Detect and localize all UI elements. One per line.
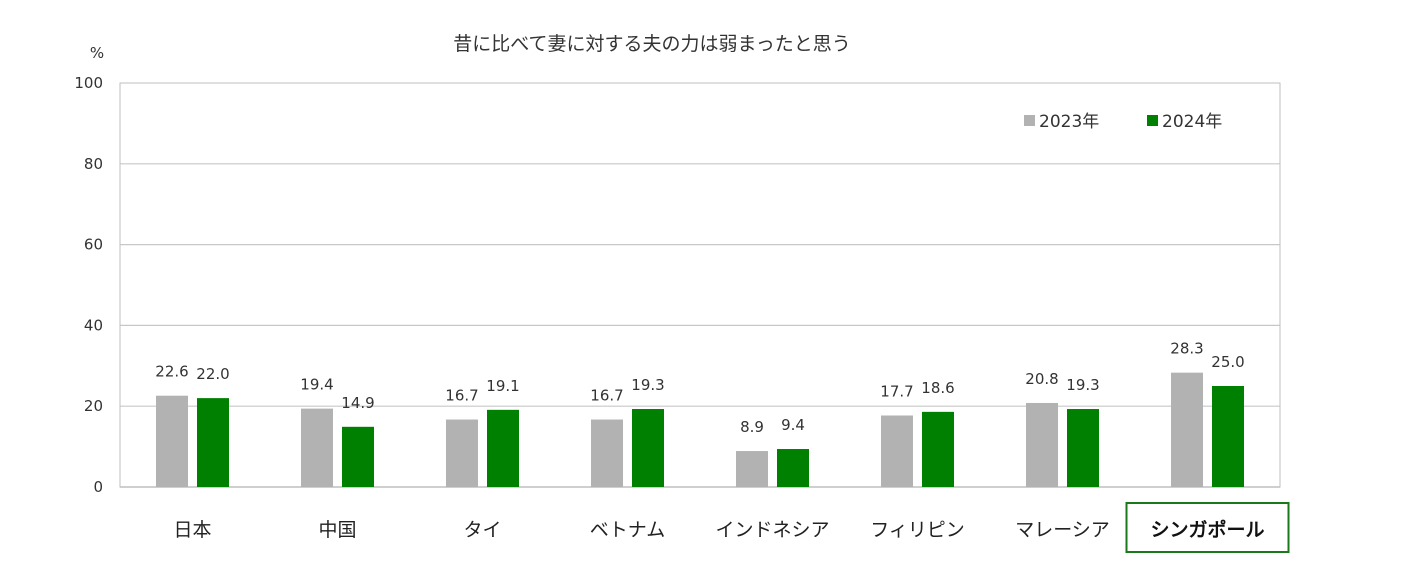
highlight-box xyxy=(1125,502,1290,553)
bar-2023年-ベトナム xyxy=(591,419,623,487)
bar-2023年-シンガポール xyxy=(1171,372,1203,487)
y-tick-label: 40 xyxy=(84,316,103,334)
bar-2023年-インドネシア xyxy=(736,451,768,487)
data-label: 22.0 xyxy=(196,365,229,383)
data-label: 20.8 xyxy=(1025,370,1058,388)
legend-swatch xyxy=(1024,115,1035,126)
bar-2023年-マレーシア xyxy=(1026,402,1058,487)
category-label: シンガポール xyxy=(1150,518,1264,541)
plot-area-border xyxy=(119,82,1281,488)
category-label: フィリピン xyxy=(870,519,965,541)
category-label: 日本 xyxy=(173,519,211,541)
data-label: 19.3 xyxy=(631,376,664,394)
data-label: 22.6 xyxy=(155,363,188,381)
chart-title: 昔に比べて妻に対する夫の力は弱まったと思う xyxy=(453,33,850,55)
data-label: 28.3 xyxy=(1170,340,1203,358)
data-label: 16.7 xyxy=(445,387,478,405)
legend-label: 2024年 xyxy=(1162,112,1222,132)
data-label: 19.4 xyxy=(300,376,333,394)
bar-2024年-日本 xyxy=(197,398,229,487)
bar-2024年-ベトナム xyxy=(632,409,664,487)
y-axis: 0 20 40 60 80 100 xyxy=(74,74,103,496)
category-label: マレーシア xyxy=(1015,519,1110,541)
bar-2024年-中国 xyxy=(342,426,374,487)
bars xyxy=(156,372,1244,487)
x-axis: 日本 中国 タイ ベトナム インドネシア フィリピン マレーシア シンガポール xyxy=(173,502,1290,553)
category-label: インドネシア xyxy=(715,519,829,541)
data-label: 19.1 xyxy=(486,377,519,395)
y-tick-label: 20 xyxy=(84,397,103,415)
data-label: 9.4 xyxy=(781,416,805,434)
y-tick-label: 0 xyxy=(93,478,103,496)
legend-label: 2023年 xyxy=(1039,112,1099,132)
y-unit-label: % xyxy=(90,44,104,62)
data-label: 14.9 xyxy=(341,394,374,412)
bar-2024年-フィリピン xyxy=(922,411,954,487)
category-label: タイ xyxy=(463,519,501,541)
bar-2024年-タイ xyxy=(487,409,519,487)
bar-2024年-インドネシア xyxy=(777,449,809,487)
data-label: 16.7 xyxy=(590,387,623,405)
category-label: ベトナム xyxy=(590,519,665,541)
y-tick-label: 60 xyxy=(84,236,103,254)
legend-swatch xyxy=(1147,115,1158,126)
bar-2024年-マレーシア xyxy=(1067,409,1099,487)
bar-2023年-中国 xyxy=(301,408,333,487)
y-tick-label: 100 xyxy=(74,74,103,92)
y-tick-label: 80 xyxy=(84,155,103,173)
data-label: 18.6 xyxy=(921,379,954,397)
bar-2023年-日本 xyxy=(156,395,188,487)
bar-2023年-フィリピン xyxy=(881,415,913,487)
data-label: 19.3 xyxy=(1066,376,1099,394)
bar-2023年-タイ xyxy=(446,419,478,487)
bar-2024年-シンガポール xyxy=(1212,386,1244,487)
category-label: 中国 xyxy=(318,519,356,541)
legend: 2023年 2024年 xyxy=(1024,112,1222,132)
data-label: 25.0 xyxy=(1211,353,1244,371)
data-label: 17.7 xyxy=(880,382,913,400)
data-labels: 22.6 22.0 19.4 14.9 16.7 19.1 16.7 19.3 8.9 9.4 17… xyxy=(155,340,1244,436)
gridlines xyxy=(120,163,1280,488)
data-label: 8.9 xyxy=(740,418,764,436)
